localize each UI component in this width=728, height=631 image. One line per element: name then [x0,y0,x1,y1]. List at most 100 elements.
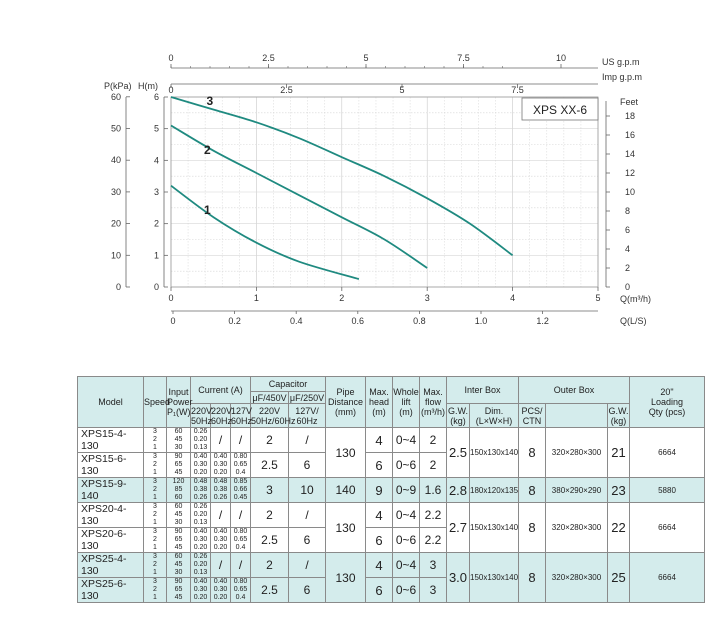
feet-tick-label: 0 [625,282,630,292]
us-gpm-tick-label: 7.5 [457,53,470,63]
head-tick-label: 1 [154,250,159,260]
capacitor-220v: 2 [250,552,289,578]
capacitor-220v: 2 [250,427,289,453]
col-speed: Speed [143,376,170,428]
plot-frame [170,96,599,288]
input-power: 120 85 60 [166,477,191,503]
current-220v-50hz: 0.40 0.30 0.20 [190,527,211,553]
model-box [521,97,599,121]
head-tick-label: 2 [154,219,159,229]
capacitor-127v: / [288,502,326,528]
max-head: 6 [365,527,393,553]
outer-box-pcs: 8 [518,502,546,553]
current-220v-50hz: 0.26 0.20 0.13 [190,502,211,528]
max-flow: 2 [419,427,447,453]
flow-m3h-tick-label: 2 [339,293,344,303]
current-127v-60hz: / [230,502,251,528]
current-127v-60hz: / [230,552,251,578]
us-gpm-label: US g.p.m [602,57,640,67]
current-127v-60hz: 0.80 0.65 0.4 [230,527,251,553]
max-flow: 3 [419,577,447,603]
outer-box-pcs: 8 [518,477,546,503]
max-head: 4 [365,427,393,453]
pipe-distance: 140 [325,477,366,503]
head-tick-label: 3 [154,187,159,197]
capacitor-220v: 3 [250,477,289,503]
curve-label-2: 2 [204,143,211,157]
outer-box-gw: 21 [607,427,630,478]
col-inter-box: Inter Box [446,376,519,404]
inter-box-dim: 180x120x135 [469,477,519,503]
col-cap-220: 220V 50Hz/60Hz [250,403,296,428]
flow-ls-tick-label: 1.0 [475,316,488,326]
current-220v-60hz: 0.48 0.38 0.26 [210,477,231,503]
col-inter-dim: Dim. (L×W×H) [469,403,519,428]
current-127v-60hz: / [230,427,251,453]
feet-tick-label: 8 [625,206,630,216]
imp-gpm-tick-label: 0 [168,85,173,95]
imp-gpm-tick-label: 7.5 [511,85,524,95]
flow-m3h-tick-label: 3 [425,293,430,303]
input-power: 60 45 30 [166,552,191,578]
max-head: 6 [365,452,393,478]
whole-lift: 0~6 [392,527,420,553]
capacitor-220v: 2.5 [250,452,289,478]
capacitor-220v: 2.5 [250,577,289,603]
curve-2 [170,124,428,269]
col-max-flow: Max. flow (m³/h) [419,376,447,428]
current-220v-60hz: 0.40 0.30 0.20 [210,577,231,603]
pipe-distance: 130 [325,502,366,553]
col-current-220-50: 220V 50Hz [190,403,213,428]
capacitor-220v: 2 [250,502,289,528]
imp-gpm-tick-label: 5 [399,85,404,95]
whole-lift: 0~4 [392,427,420,453]
current-220v-50hz: 0.48 0.38 0.26 [190,477,211,503]
col-cap-450: μF/450V [250,391,289,404]
flow-ls-tick-label: 1.2 [536,316,549,326]
imp-gpm-tick-label: 2.5 [280,85,293,95]
model-name: XPS20-4-130 [77,502,144,528]
col-cap-127: 127V/60Hz [288,403,326,428]
inter-box-gw: 2.7 [446,502,470,553]
outer-box-dim: 380×290×290 [545,477,608,503]
table-row: XPS15-9-140 3 2 1 120 85 60 0.48 0.38 0.26 0.48 0.3… [77,477,705,503]
us-gpm-tick-label: 10 [556,53,566,63]
current-220v-50hz: 0.26 0.20 0.13 [190,427,211,453]
outer-box-dim: 320×280×300 [545,552,608,603]
pressure-tick-label: 60 [111,92,121,102]
current-220v-60hz: 0.40 0.30 0.20 [210,452,231,478]
head-tick-label: 4 [154,155,159,165]
col-current-127-60: 127V 60Hz [230,403,253,428]
flow-ls-tick-label: 0.6 [352,316,365,326]
whole-lift: 0~4 [392,552,420,578]
max-head: 4 [365,502,393,528]
flow-ls-tick-label: 0 [170,316,175,326]
max-flow: 2.2 [419,527,447,553]
table-row: XPS15-4-130 3 2 1 60 45 30 0.26 0.20 0.13//2/130 4… [77,427,705,478]
whole-lift: 0~6 [392,577,420,603]
capacitor-127v: 10 [288,477,326,503]
feet-tick-label: 2 [625,263,630,273]
spec-table: Model Speed Input Power P₁(W) Current (A) … [77,376,705,603]
feet-tick-label: 6 [625,225,630,235]
col-whole-lift: Whole lift (m) [392,376,420,428]
us-gpm-tick-label: 2.5 [262,53,275,63]
feet-tick-label: 18 [625,111,635,121]
col-cap-250: μF/250V [288,391,326,404]
model-name: XPS25-4-130 [77,552,144,578]
input-power: 90 65 45 [166,527,191,553]
current-220v-50hz: 0.26 0.20 0.13 [190,552,211,578]
capacitor-127v: 6 [288,452,326,478]
outer-box-gw: 22 [607,502,630,553]
outer-box-dim: 320×280×300 [545,502,608,553]
col-loading-qty: 20" Loading Qty (pcs) [629,376,705,428]
whole-lift: 0~4 [392,502,420,528]
curve-label-1: 1 [204,203,211,217]
curve-label-3: 3 [207,94,214,108]
head-tick-label: 6 [154,92,159,102]
table-row: XPS15-6-130 3 2 1 90 65 45 0.40 0.30 0.20 0.40 0.30… [77,452,705,478]
capacitor-127v: 6 [288,577,326,603]
